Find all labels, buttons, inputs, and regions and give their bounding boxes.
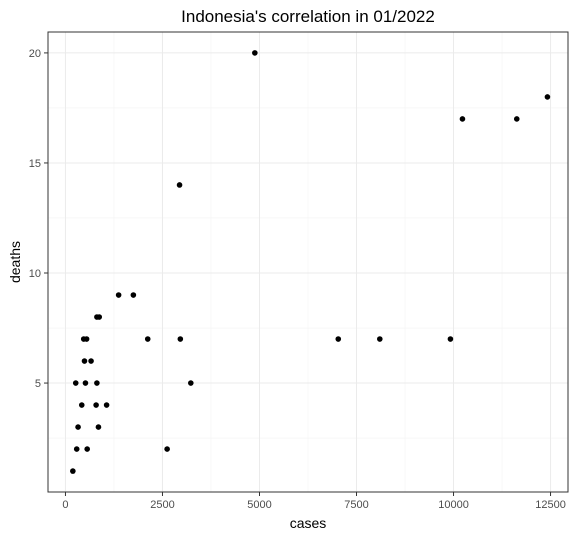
axis-ticks: 0 2500 5000 7500 10000 12500 5 10 15 20 xyxy=(29,48,566,511)
scatter-point xyxy=(188,380,194,386)
scatter-point xyxy=(177,336,184,342)
scatter-point xyxy=(144,336,151,342)
scatter-point xyxy=(130,292,137,298)
scatter-point xyxy=(252,50,258,56)
x-tick-label: 2500 xyxy=(150,499,174,511)
y-tick-label: 20 xyxy=(29,48,41,60)
scatter-point xyxy=(78,402,85,408)
plot-panel-border xyxy=(47,31,569,493)
x-tick-label: 12500 xyxy=(535,499,566,511)
scatter-point xyxy=(84,446,90,452)
x-tick-label: 10000 xyxy=(438,499,469,511)
y-axis-label: deaths xyxy=(7,241,23,283)
y-tick-label: 5 xyxy=(35,378,41,390)
scatter-point xyxy=(513,116,520,122)
scatter-point xyxy=(70,468,76,474)
scatter-point xyxy=(88,358,94,364)
scatter-point xyxy=(447,336,454,342)
scatter-point xyxy=(376,336,383,342)
scatter-point xyxy=(335,336,342,342)
scatter-point xyxy=(81,358,88,364)
scatter-point xyxy=(95,424,102,430)
scatter-point xyxy=(103,402,110,408)
scatter-point xyxy=(115,292,122,298)
scatter-point xyxy=(94,380,100,386)
scatter-point xyxy=(544,94,551,100)
x-tick-label: 7500 xyxy=(344,499,368,511)
x-axis-label: cases xyxy=(290,515,327,531)
scatter-point xyxy=(73,446,80,452)
x-tick-label: 0 xyxy=(62,499,68,511)
grid xyxy=(48,32,568,492)
scatter-point xyxy=(459,116,466,122)
y-tick-label: 15 xyxy=(29,158,41,170)
y-tick-label: 10 xyxy=(29,268,41,280)
scatter-point xyxy=(93,402,99,408)
x-tick-label: 5000 xyxy=(247,499,271,511)
scatter-point xyxy=(83,336,90,342)
scatter-point xyxy=(96,314,103,320)
chart-title: Indonesia's correlation in 01/2022 xyxy=(181,7,435,26)
scatter-point xyxy=(164,446,170,452)
scatter-point xyxy=(75,424,81,430)
scatter-point xyxy=(82,380,89,386)
scatter-point xyxy=(72,380,79,386)
data-points xyxy=(70,50,551,474)
scatter-point xyxy=(176,182,183,188)
